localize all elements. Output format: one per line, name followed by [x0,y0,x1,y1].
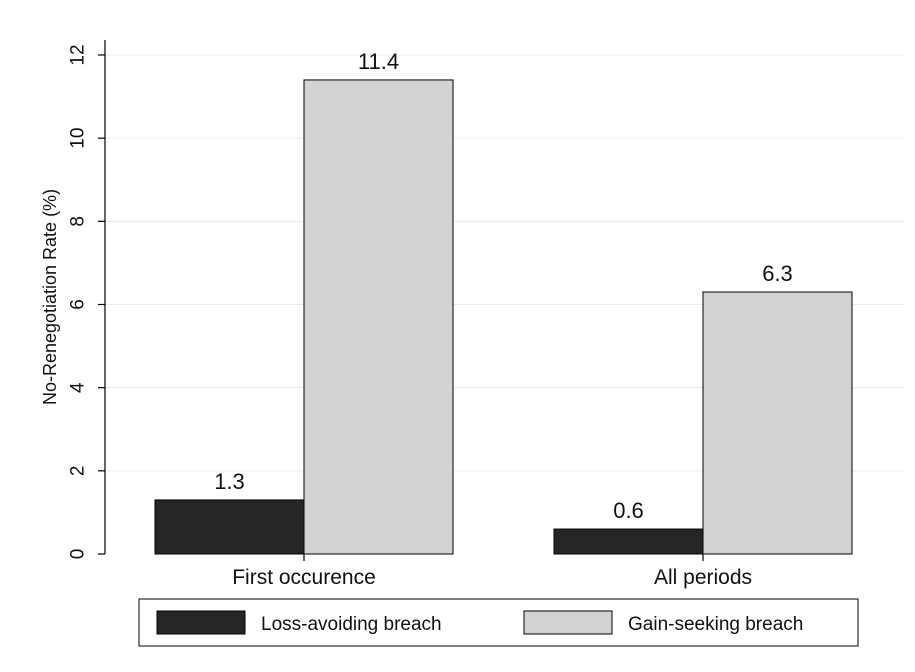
data-label-gain-seeking-breach-first-occurence: 11.4 [358,49,399,74]
bar-gain-seeking-breach-all-periods [702,291,853,555]
y-tick-label: 8 [68,216,89,227]
y-tick-label: 6 [68,299,89,310]
data-label-loss-avoiding-breach-all-periods: 0.6 [613,498,644,523]
y-tick-label: 2 [68,466,89,477]
y-tick-label: 0 [68,549,89,560]
legend-swatch-gain-seeking [523,610,613,635]
data-label-loss-avoiding-breach-first-occurence: 1.3 [214,469,245,494]
x-category-label: First occurence [232,566,376,589]
data-labels: 1.3 11.4 0.6 6.3 [214,49,793,523]
bar-loss-avoiding-breach-all-periods [553,528,704,555]
x-category-labels: First occurence All periods [232,554,752,589]
legend-label-gain-seeking: Gain-seeking breach [628,614,803,635]
bar-loss-avoiding-breach-first-occurence [154,499,305,555]
y-tick-label: 4 [68,382,89,393]
y-ticks: 0 2 4 6 8 10 12 [68,44,105,560]
legend-box [138,598,859,647]
y-tick-label: 12 [68,44,89,65]
legend-swatch-loss-avoiding [156,610,246,635]
bar-gain-seeking-breach-first-occurence [303,79,454,555]
y-tick-label: 10 [68,128,89,149]
y-axis-title: No-Renegotiation Rate (%) [40,189,60,405]
bars [154,79,853,555]
legend: Loss-avoiding breach Gain-seeking breach [138,598,859,647]
x-category-label: All periods [654,566,752,589]
legend-label-loss-avoiding: Loss-avoiding breach [261,614,442,635]
data-label-gain-seeking-breach-all-periods: 6.3 [762,261,793,286]
